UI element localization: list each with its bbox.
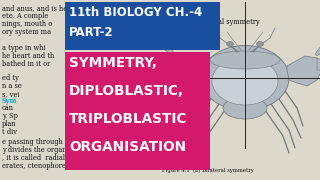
Text: can: can bbox=[2, 104, 14, 112]
Text: Sym: Sym bbox=[2, 97, 18, 105]
Text: nings, mouth o: nings, mouth o bbox=[2, 20, 52, 28]
Polygon shape bbox=[287, 56, 320, 86]
Polygon shape bbox=[165, 46, 175, 56]
Text: DIPLOBLASTIC,: DIPLOBLASTIC, bbox=[69, 84, 184, 98]
Text: n a se: n a se bbox=[2, 82, 22, 90]
Polygon shape bbox=[315, 46, 320, 56]
Text: and anus, and is hence called: and anus, and is hence called bbox=[2, 4, 102, 12]
Text: s, vei: s, vei bbox=[2, 90, 20, 98]
Text: a type in whi: a type in whi bbox=[2, 44, 45, 52]
Text: ORGANISATION: ORGANISATION bbox=[69, 140, 186, 154]
Ellipse shape bbox=[210, 51, 280, 69]
Polygon shape bbox=[317, 58, 320, 70]
Text: , it is called  radial symmetry.: , it is called radial symmetry. bbox=[2, 154, 102, 162]
Text: ory system ma: ory system ma bbox=[2, 28, 51, 36]
Text: bathed in it or: bathed in it or bbox=[2, 60, 50, 68]
Text: erates, ctenophores and echinoderms: erates, ctenophores and echinoderms bbox=[2, 162, 130, 170]
Ellipse shape bbox=[223, 97, 267, 119]
Text: ed ty: ed ty bbox=[2, 74, 19, 82]
FancyBboxPatch shape bbox=[65, 2, 220, 50]
Text: plan: plan bbox=[2, 120, 17, 128]
Text: y divides the organism into two identical: y divides the organism into two identica… bbox=[2, 146, 140, 154]
Ellipse shape bbox=[201, 46, 289, 111]
Polygon shape bbox=[167, 56, 203, 86]
Text: t div: t div bbox=[2, 128, 17, 136]
Text: al symmetry: al symmetry bbox=[218, 18, 260, 26]
Text: PART-2: PART-2 bbox=[69, 26, 114, 39]
Ellipse shape bbox=[212, 57, 278, 105]
Text: Figure 4.1  (b) Bilateral symmetry: Figure 4.1 (b) Bilateral symmetry bbox=[162, 168, 254, 173]
Text: 11th BIOLOGY CH.-4: 11th BIOLOGY CH.-4 bbox=[69, 6, 202, 19]
Polygon shape bbox=[163, 58, 173, 70]
Text: ete. A comple: ete. A comple bbox=[2, 12, 48, 20]
Text: e passing through the central axis of: e passing through the central axis of bbox=[2, 138, 126, 146]
Ellipse shape bbox=[227, 42, 234, 46]
Ellipse shape bbox=[257, 42, 263, 46]
Text: TRIPLOBLASTIC: TRIPLOBLASTIC bbox=[69, 112, 188, 126]
FancyBboxPatch shape bbox=[65, 52, 210, 170]
Text: y. Sp: y. Sp bbox=[2, 112, 18, 120]
Text: SYMMETRY,: SYMMETRY, bbox=[69, 56, 157, 70]
Text: he heart and th: he heart and th bbox=[2, 52, 54, 60]
